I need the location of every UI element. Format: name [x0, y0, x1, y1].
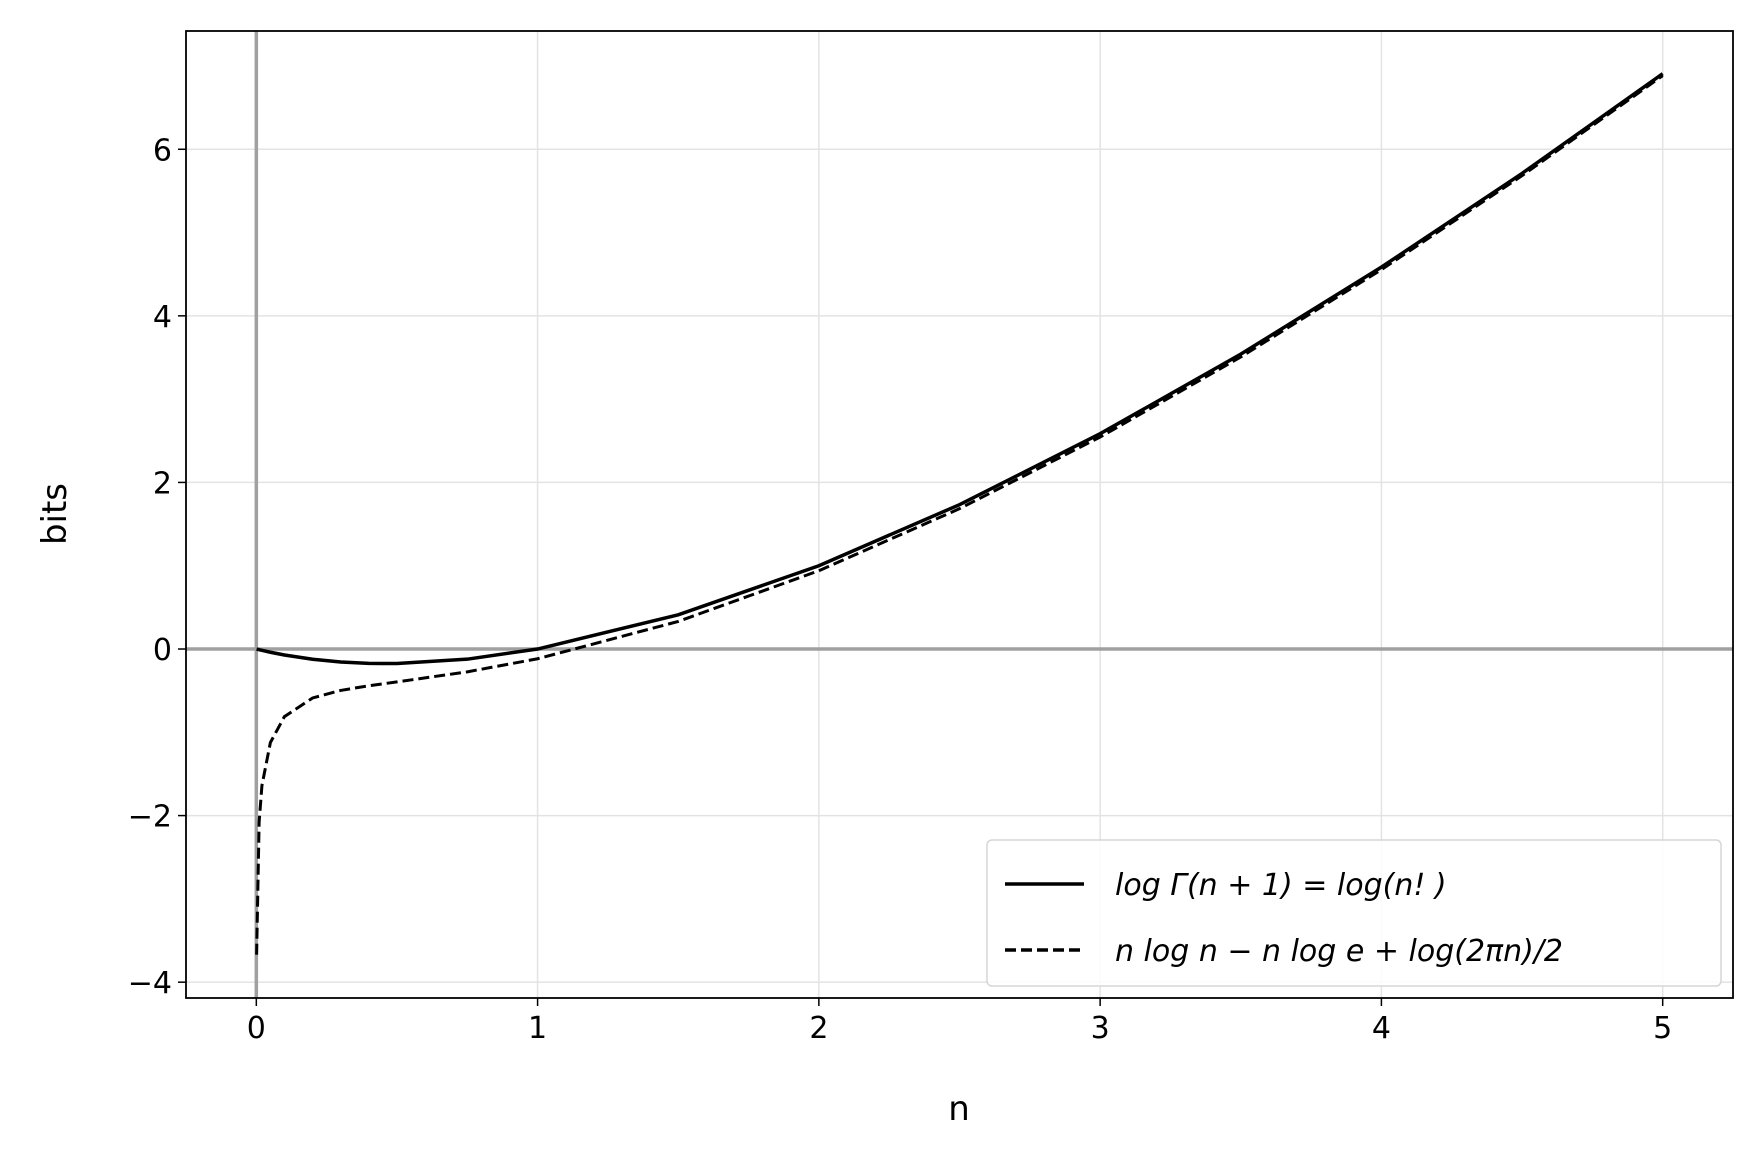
y-tick-label: −2	[128, 800, 172, 835]
y-tick-label: 2	[153, 466, 172, 501]
legend-box	[986, 839, 1722, 987]
x-tick-label: 3	[1091, 1011, 1110, 1046]
x-tick-label: 5	[1653, 1011, 1672, 1046]
y-tick-label: 0	[153, 633, 172, 668]
plot-frame	[185, 30, 1734, 999]
line	[255, 74, 1664, 955]
y-tick-label: −4	[128, 966, 172, 1001]
x-tick-label: 1	[528, 1011, 547, 1046]
y-tick-label: 6	[153, 133, 172, 168]
legend-label: log Γ(n + 1) = log(n! )	[1115, 868, 1447, 903]
x-tick-label: 0	[247, 1011, 266, 1046]
x-tick-label: 4	[1372, 1011, 1391, 1046]
x-axis-label: n	[948, 1089, 970, 1129]
legend-label: n log n − n log e + log(2πn)/2	[1115, 934, 1563, 969]
y-tick-label: 4	[153, 300, 172, 335]
y-axis-label: bits	[35, 483, 75, 545]
x-tick-label: 2	[809, 1011, 828, 1046]
line	[256, 72, 1664, 666]
